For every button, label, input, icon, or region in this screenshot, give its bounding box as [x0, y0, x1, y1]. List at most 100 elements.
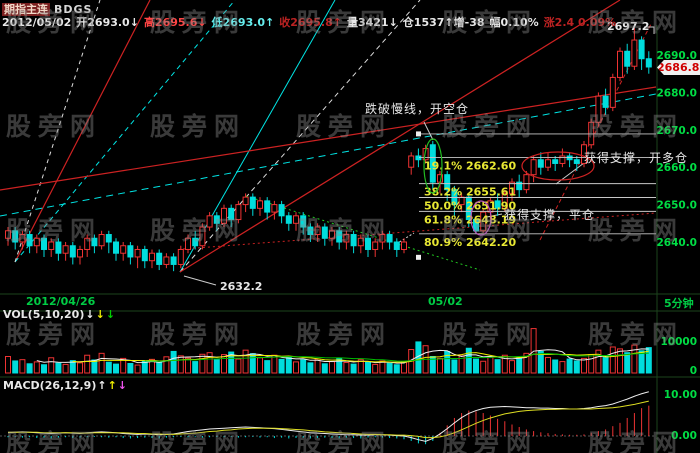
candle-body	[105, 234, 112, 243]
candle-body	[170, 256, 177, 265]
volume-bar	[509, 360, 515, 374]
volume-bar	[77, 362, 83, 374]
volume-bar	[307, 362, 314, 374]
candle-body	[372, 241, 379, 250]
instrument-code: BDGS	[54, 3, 93, 16]
candle-body	[573, 159, 580, 164]
time-axis-date-mid[interactable]: 05/02	[428, 295, 463, 308]
fib-anchor-marker	[416, 131, 421, 137]
vol-pane-header: VOL(5,10,20)↓↓↓	[3, 308, 115, 321]
trend-arrow: ↓	[85, 308, 95, 321]
candle-body	[156, 252, 163, 265]
trend-line	[14, 0, 101, 263]
volume-bar	[609, 346, 616, 374]
instrument-header: 期指主连 BDGS	[2, 1, 92, 17]
candle-body	[408, 155, 415, 168]
volume-bar	[321, 363, 328, 374]
volume-bar	[638, 350, 645, 374]
candle-body	[98, 234, 105, 247]
quote-field: 开2693.0↓	[76, 16, 139, 29]
candle-body	[350, 234, 357, 247]
candle-body	[33, 237, 40, 247]
volume-bar	[444, 350, 451, 374]
candle-body	[595, 95, 602, 123]
candle-body	[307, 226, 314, 236]
candle-body	[645, 58, 652, 68]
trend-line	[395, 232, 415, 245]
candle-body	[473, 219, 479, 232]
candle-body	[321, 226, 328, 239]
volume-bar	[84, 354, 91, 374]
timeframe-label[interactable]: 5分钟	[664, 297, 694, 310]
candle-body	[501, 192, 508, 209]
volume-bar	[293, 361, 299, 374]
trade-mark-ellipse	[470, 200, 492, 236]
candle-body	[149, 252, 155, 262]
volume-bar	[185, 357, 191, 374]
volume-bar	[41, 364, 47, 374]
volume-bar	[55, 362, 62, 374]
volume-bar	[494, 359, 501, 374]
annotation-break-short: 跌破慢线，开空仓	[365, 102, 470, 116]
candle-body	[336, 230, 343, 243]
volume-bar	[602, 355, 609, 374]
volume-bar	[120, 357, 127, 374]
candle-body	[509, 181, 515, 194]
macd-indicator-label[interactable]: MACD(26,12,9)	[3, 379, 97, 392]
instrument-name[interactable]: 期指主连	[2, 3, 50, 16]
volume-bar	[566, 358, 573, 374]
quote-field: 仓1537↑增-38	[402, 16, 485, 29]
volume-bar	[552, 359, 559, 374]
fib-label: 19.1% 2662.60	[424, 159, 516, 172]
trend-line	[179, 0, 621, 273]
trend-line	[423, 121, 434, 141]
macd-axis-tick: 10.00	[664, 389, 697, 401]
trend-arrow: ↓	[117, 379, 128, 392]
macd-dif-line	[7, 391, 649, 442]
candle-body	[357, 237, 364, 247]
volume-bar	[480, 360, 487, 374]
candle-body	[242, 196, 249, 206]
volume-bar	[588, 354, 595, 374]
candle-body	[393, 241, 400, 250]
price-axis-tick: 2680.0	[656, 87, 697, 99]
volume-bar	[501, 354, 508, 374]
candle-body	[365, 237, 371, 250]
candle-body	[235, 204, 242, 221]
trend-line	[182, 212, 657, 250]
candle-body	[494, 200, 501, 209]
vol-indicator-label[interactable]: VOL(5,10,20)	[3, 308, 85, 321]
volume-bar	[617, 348, 623, 374]
volume-bar	[393, 364, 400, 374]
fib-label: 80.9% 2642.20	[424, 236, 516, 249]
trend-line	[179, 0, 421, 273]
volume-bar	[228, 351, 235, 374]
candle-body	[26, 234, 33, 247]
trend-line	[14, 0, 151, 263]
candle-body	[401, 241, 407, 250]
volume-bar	[350, 363, 357, 374]
volume-bar	[437, 357, 443, 374]
candle-body	[293, 215, 299, 224]
vol-trend-arrows: ↓↓↓	[84, 308, 115, 321]
trade-mark-ellipse	[521, 151, 595, 181]
candle-body	[221, 207, 227, 224]
low-price-label: 2632.2	[220, 280, 263, 293]
volume-bar	[62, 363, 69, 374]
volume-bar	[473, 358, 479, 374]
volume-bar	[12, 360, 19, 374]
quote-field: 幅0.10%	[489, 16, 539, 29]
candle-body	[271, 204, 278, 213]
candle-body	[379, 234, 386, 243]
candle-body	[134, 248, 141, 258]
volume-bar	[98, 352, 105, 374]
price-axis-tick: 2640.0	[656, 237, 697, 249]
macd-pane-header: MACD(26,12,9)↑↑↓	[3, 379, 127, 392]
time-axis-date-left[interactable]: 2012/04/26	[26, 295, 96, 308]
volume-bar	[249, 353, 256, 374]
volume-bar	[631, 344, 638, 374]
vol-axis-tick: 10000	[660, 336, 697, 348]
volume-bar	[199, 353, 206, 374]
volume-bar	[545, 356, 551, 374]
